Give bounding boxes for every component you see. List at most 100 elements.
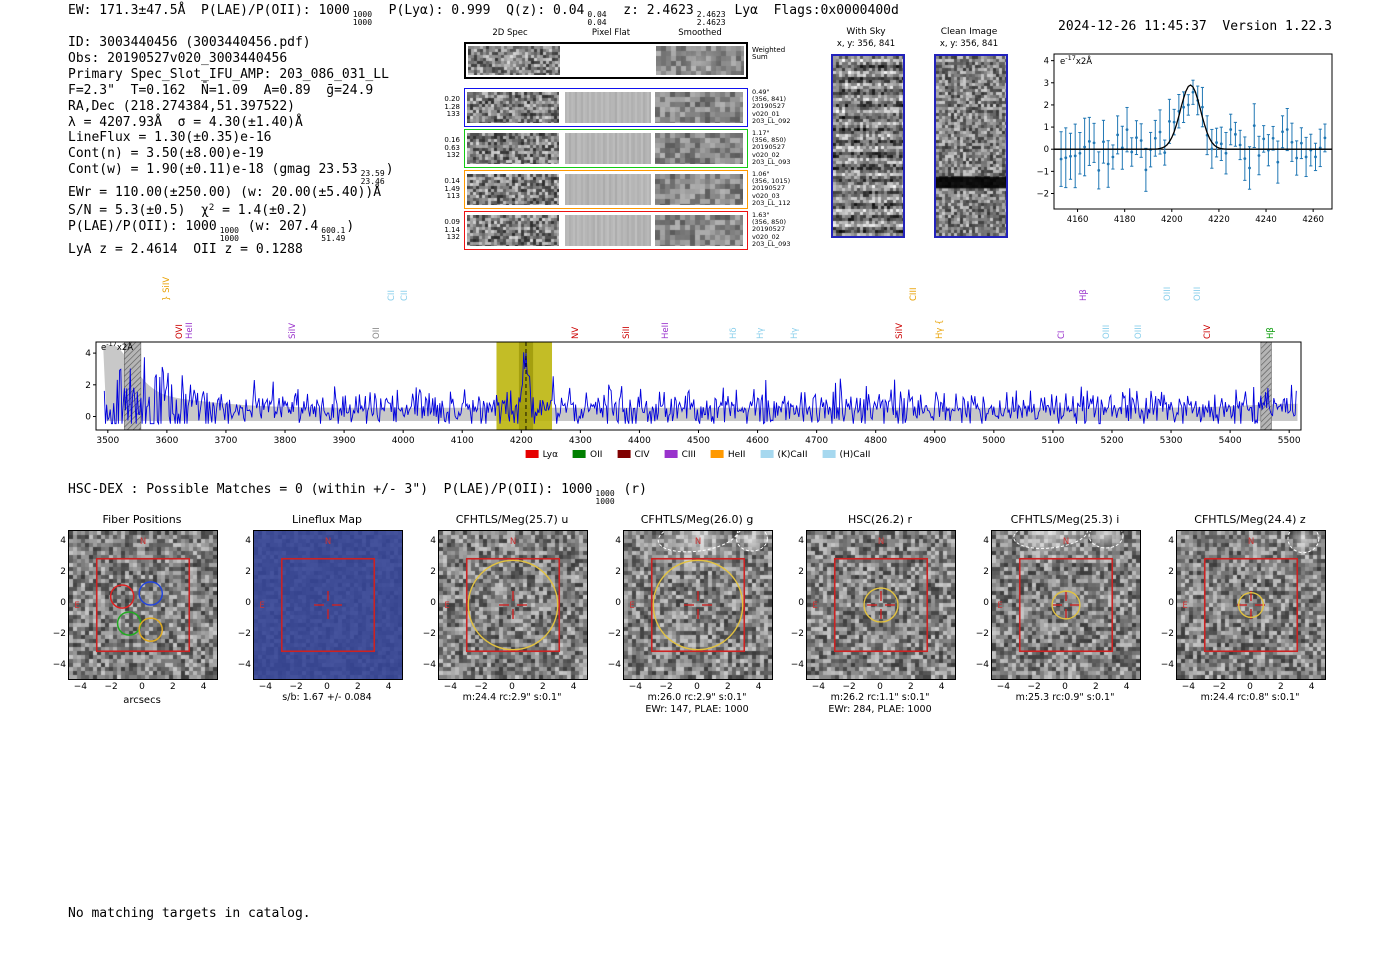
spectrum-line (103, 352, 1297, 426)
row-meta-line: (356, 850) (752, 136, 787, 145)
legend-label: (H)CaII (839, 450, 871, 460)
row-meta-line: 20190527 (752, 184, 786, 193)
cutout-x-tick-label: 0 (877, 682, 883, 692)
cutout-y-tick-label: 4 (430, 536, 436, 547)
row-meta-line: 0.49" (752, 88, 770, 96)
inset-data-point (1248, 166, 1251, 170)
inset-data-point (1262, 137, 1266, 141)
inset-x-tick-label: 4240 (1255, 215, 1277, 225)
line-legend: Lyα OII CIV CIII HeII (K)CaII (H)CaII (525, 450, 870, 460)
inset-data-point (1064, 156, 1068, 160)
cutout-y-tick-label: 4 (1168, 536, 1174, 547)
info-text: LineFlux = 1.30(±0.35)e-16 (68, 130, 272, 146)
footer-line-1: No matching targets in catalog. (68, 905, 311, 921)
inset-data-point (1229, 128, 1233, 131)
inset-y-tick-label: −1 (1036, 167, 1049, 177)
spec2d-col-header: Smoothed (678, 28, 722, 38)
legend-label: HeII (727, 450, 746, 460)
cutout-image (806, 530, 956, 680)
inset-data-point (1116, 133, 1120, 137)
spec2d-pixelflat-image (565, 215, 651, 246)
row-meta-line: v020_02 (752, 150, 780, 159)
line-fit-inset-chart: 4160 4180 4200 4220 4240 4260 −2 −1 0 1 2 3 4 (1036, 53, 1333, 225)
inset-data-point (1139, 139, 1143, 142)
cutout-caption: m:24.4 rc:0.8" s:0.1" (1200, 692, 1300, 703)
spectrum-x-tick-label: 5400 (1219, 436, 1242, 446)
header-fraction: 0.04 0.04 (587, 11, 606, 26)
legend-swatch (525, 450, 539, 458)
cutout-y-tick-label: −4 (1160, 659, 1174, 670)
with-sky-coords: x, y: 356, 841 (836, 39, 896, 49)
cutout-y-tick-label: 4 (983, 536, 989, 547)
clean-image-title: Clean Image (940, 27, 998, 37)
inset-y-tick-label: 3 (1044, 79, 1049, 89)
cutout-y-tick-label: −2 (790, 628, 804, 639)
inset-data-point (1135, 136, 1138, 140)
inset-data-point (1276, 160, 1280, 164)
cutout-x-tick-label: −2 (1212, 682, 1226, 692)
inset-y-tick-label: 1 (1044, 123, 1049, 133)
inset-data-point (1323, 136, 1327, 140)
cutout-y-tick-label: 0 (615, 598, 621, 608)
inset-data-point (1130, 150, 1134, 154)
cutout-image (68, 530, 218, 680)
anno-suffix: x2Å (116, 342, 134, 353)
spectrum-x-tick-label: 4000 (392, 436, 415, 446)
anno-prefix: e (1060, 56, 1066, 67)
compass-north-label: N (325, 537, 331, 547)
inset-data-point (1073, 154, 1077, 158)
compass-east-label: E (444, 601, 449, 611)
emission-line-label: HeII (661, 322, 672, 339)
inset-data-point (1314, 155, 1317, 159)
inset-data-point (1168, 119, 1171, 123)
info-text: = 1.4(±0.2) (214, 203, 309, 219)
spectrum-x-tick-label: 4700 (805, 436, 828, 446)
info-line: λ = 4207.93Å σ = 4.30(±1.40)Å (68, 115, 394, 131)
cutout-x-tick-label: −4 (1181, 682, 1195, 692)
row-meta-line: v020_02 (752, 232, 780, 241)
info-line: RA,Dec (218.274384,51.397522) (68, 99, 394, 115)
cutout-y-tick-label: −4 (975, 659, 989, 670)
inset-y-tick-label: 2 (1044, 101, 1049, 111)
inset-data-point (1083, 145, 1087, 149)
spec2d-smoothed-image (655, 174, 743, 205)
header-text: z: 2.4623 (607, 3, 694, 18)
row-meta-line: 1.63" (752, 211, 770, 219)
inset-data-point (1234, 132, 1237, 136)
cutout-overlay: NE (629, 531, 768, 653)
cutout-title: Fiber Positions (102, 513, 182, 526)
catalog-match-summary: HSC-DEX : Possible Matches = 0 (within +… (68, 482, 647, 505)
cutout-x-tick-label: −4 (73, 682, 87, 692)
legend-swatch (822, 450, 836, 458)
legend-item: (H)CaII (822, 450, 870, 460)
inset-x-tick-label: 4200 (1161, 215, 1183, 225)
spec2d-row-meta: 1.06" (356, 1015) 20190527 v020_03 203_LL_11… (752, 170, 824, 207)
info-text: RA,Dec (218.274384,51.397522) (68, 98, 295, 114)
spec2d-exposure-row (464, 170, 748, 209)
legend-swatch (617, 450, 631, 458)
info-text: F=2.3" T=0.162 N̄=1.09 A=0.89 ḡ=24.9 (68, 82, 374, 98)
row-weight-line: 133 (446, 110, 460, 119)
inset-data-point (1102, 140, 1105, 144)
cutout-y-tick-label: 2 (245, 567, 251, 578)
spectrum-x-tick-label: 4600 (746, 436, 769, 446)
info-text: S/N = 5.3(±0.5) χ (68, 203, 209, 219)
info-line: LyA z = 2.4614 OII z = 0.1288 (68, 242, 394, 258)
compass-north-label: N (140, 537, 146, 547)
inset-data-point (1125, 128, 1129, 132)
cutout-overlay: NE (74, 537, 191, 653)
spectrum-y-tick-label: 4 (85, 349, 91, 359)
fraction-top: 1000 (219, 226, 239, 236)
cutout-title: CFHTLS/Meg(24.4) z (1194, 513, 1306, 526)
spectrum-x-tick-label: 5200 (1101, 436, 1124, 446)
emission-line-label: OII (371, 327, 382, 339)
info-text: Obs: 20190527v020_3003440456 (68, 50, 288, 66)
cutout-y-tick-label: 0 (798, 598, 804, 608)
cutout-x-tick-label: 4 (200, 682, 207, 692)
compass-east-label: E (259, 601, 264, 611)
inset-gaussian-fit (1054, 84, 1332, 150)
inset-data-point (1078, 151, 1082, 155)
header-text: Lyα Flags:0x0000400d (726, 3, 899, 18)
cutout-y-tick-label: 2 (798, 567, 804, 578)
